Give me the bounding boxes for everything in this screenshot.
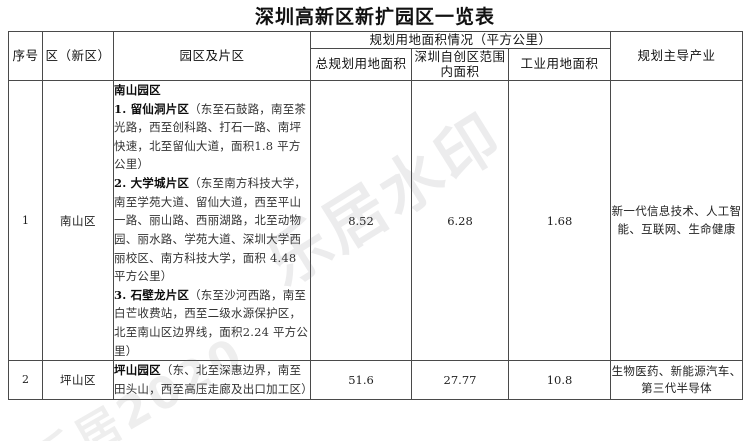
cell-industries: 新一代信息技术、人工智能、互联网、生命健康 <box>610 79 744 362</box>
header-area-group: 规划用地面积情况（平方公里） <box>309 31 612 49</box>
cell-area-selfzone: 27.77 <box>411 360 509 400</box>
cell-district: 坪山区 <box>42 360 114 400</box>
park-item: 2. 大学城片区（东至南方科技大学，南至学苑大道、留仙大道，西至平山一路、丽山路… <box>114 174 310 286</box>
header-parks: 园区及片区 <box>113 31 311 81</box>
park-item: 1. 留仙洞片区（东至石鼓路，南至茶光路，西至创科路、打石一路、南坪快速，北至留… <box>114 100 310 175</box>
cell-district: 南山区 <box>42 79 114 362</box>
park-item-name: 坪山园区 <box>114 363 161 378</box>
table-body: 1 南山区 南山园区 1. 留仙洞片区（东至石鼓路，南至茶光路，西至创科路、打石… <box>8 79 744 400</box>
header-area-total: 总规划用地面积 <box>310 47 412 81</box>
cell-area-total: 8.52 <box>310 79 412 362</box>
table-row: 2 坪山区 坪山园区（东、北至深惠边界，南至田头山，西至高压走廊及出口加工区） … <box>8 360 744 400</box>
cell-area-total: 51.6 <box>310 360 412 400</box>
header-industries: 规划主导产业 <box>610 31 744 81</box>
header-area-industrial: 工业用地面积 <box>507 47 612 81</box>
park-item-desc: （东、北至深惠边界，南至田头山，西至高压走廊及出口加工区） <box>114 363 313 396</box>
cell-area-industrial: 10.8 <box>507 360 612 400</box>
table-head: 序号 区（新区） 园区及片区 规划用地面积情况（平方公里） 规划主导产业 总规划… <box>8 31 744 81</box>
park-item-desc: （东至石鼓路，南至茶光路，西至创科路、打石一路、南坪快速，北至留仙大道，面积1.… <box>114 101 307 172</box>
page-title: 深圳高新区新扩园区一览表 <box>254 6 495 28</box>
cell-parks: 坪山园区（东、北至深惠边界，南至田头山，西至高压走廊及出口加工区） <box>113 360 313 400</box>
park-item-name: 2. 大学城片区 <box>114 176 190 190</box>
park-group-label: 南山园区 <box>114 82 161 97</box>
header-seq: 序号 <box>8 31 43 81</box>
header-area-selfzone: 深圳自创区范围内面积 <box>411 47 509 81</box>
cell-seq: 1 <box>8 79 43 362</box>
cell-industries: 生物医药、新能源汽车、第三代半导体 <box>610 360 744 400</box>
park-item-name: 3. 石壁龙片区 <box>114 287 190 302</box>
table-container: 序号 区（新区） 园区及片区 规划用地面积情况（平方公里） 规划主导产业 总规划… <box>8 31 744 400</box>
cell-seq: 2 <box>8 360 43 400</box>
park-item-desc: （东至沙河西路，南至白芒收费站，西至二级水源保护区，北至南山区边界线，面积2.2… <box>114 287 309 358</box>
cell-area-selfzone: 6.28 <box>411 79 509 362</box>
park-group-name: 南山园区 <box>114 81 310 100</box>
park-item: 3. 石壁龙片区（东至沙河西路，南至白芒收费站，西至二级水源保护区，北至南山区边… <box>114 286 310 361</box>
header-row-top: 序号 区（新区） 园区及片区 规划用地面积情况（平方公里） 规划主导产业 <box>8 31 744 81</box>
park-item-name: 1. 留仙洞片区 <box>114 101 190 116</box>
cell-parks: 南山园区 1. 留仙洞片区（东至石鼓路，南至茶光路，西至创科路、打石一路、南坪快… <box>113 79 311 362</box>
park-item: 坪山园区（东、北至深惠边界，南至田头山，西至高压走廊及出口加工区） <box>114 361 313 398</box>
parks-table: 序号 区（新区） 园区及片区 规划用地面积情况（平方公里） 规划主导产业 总规划… <box>8 31 744 400</box>
cell-area-industrial: 1.68 <box>507 79 612 362</box>
header-district: 区（新区） <box>42 31 114 81</box>
header-row-bottom: 总规划用地面积 深圳自创区范围内面积 工业用地面积 <box>9 47 743 81</box>
table-row: 1 南山区 南山园区 1. 留仙洞片区（东至石鼓路，南至茶光路，西至创科路、打石… <box>8 79 744 362</box>
park-item-desc: （东至南方科技大学，南至学苑大道、留仙大道，西至平山一路、丽山路、西丽湖路，北至… <box>114 176 307 284</box>
